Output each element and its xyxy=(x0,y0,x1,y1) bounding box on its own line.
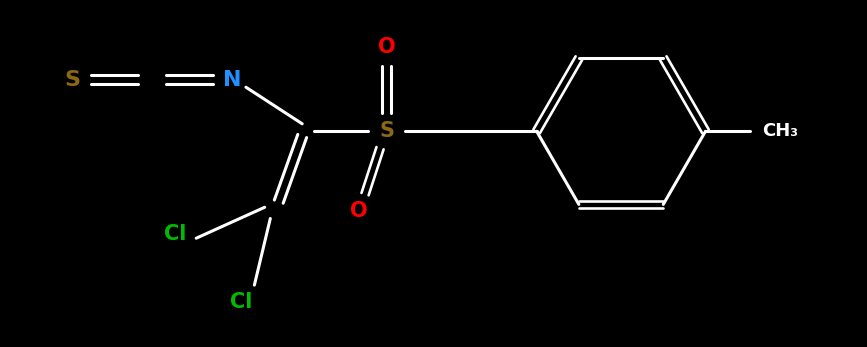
Text: O: O xyxy=(378,37,395,57)
Text: N: N xyxy=(223,70,241,90)
Text: Cl: Cl xyxy=(230,292,252,312)
Text: CH₃: CH₃ xyxy=(762,122,798,140)
Text: O: O xyxy=(349,201,368,221)
Text: S: S xyxy=(379,121,394,141)
Text: S: S xyxy=(64,70,81,90)
Text: Cl: Cl xyxy=(165,225,186,244)
